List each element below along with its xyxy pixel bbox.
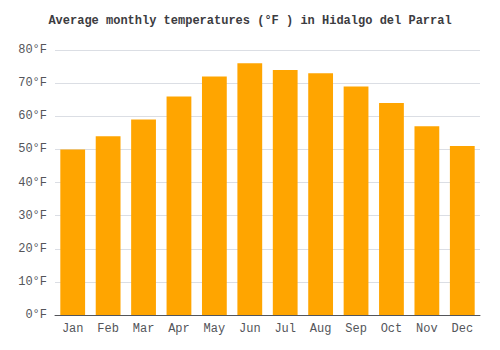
svg-text:50°F: 50°F [18, 142, 47, 156]
svg-text:70°F: 70°F [18, 76, 47, 90]
svg-text:40°F: 40°F [18, 176, 47, 190]
svg-text:80°F: 80°F [18, 43, 47, 57]
svg-text:Dec: Dec [451, 322, 473, 336]
svg-text:60°F: 60°F [18, 109, 47, 123]
svg-text:0°F: 0°F [25, 308, 47, 322]
svg-text:30°F: 30°F [18, 209, 47, 223]
svg-text:Nov: Nov [416, 322, 438, 336]
svg-text:Feb: Feb [97, 322, 119, 336]
svg-text:Average monthly temperatures (: Average monthly temperatures (°F ) in Hi… [48, 14, 451, 28]
svg-text:Jul: Jul [274, 322, 296, 336]
svg-text:Aug: Aug [310, 322, 332, 336]
svg-text:Apr: Apr [168, 322, 190, 336]
svg-text:Jun: Jun [239, 322, 261, 336]
svg-text:Mar: Mar [133, 322, 155, 336]
svg-text:10°F: 10°F [18, 275, 47, 289]
svg-text:20°F: 20°F [18, 242, 47, 256]
svg-text:May: May [204, 322, 226, 336]
svg-text:Oct: Oct [381, 322, 403, 336]
svg-text:Sep: Sep [345, 322, 367, 336]
svg-text:Jan: Jan [62, 322, 84, 336]
